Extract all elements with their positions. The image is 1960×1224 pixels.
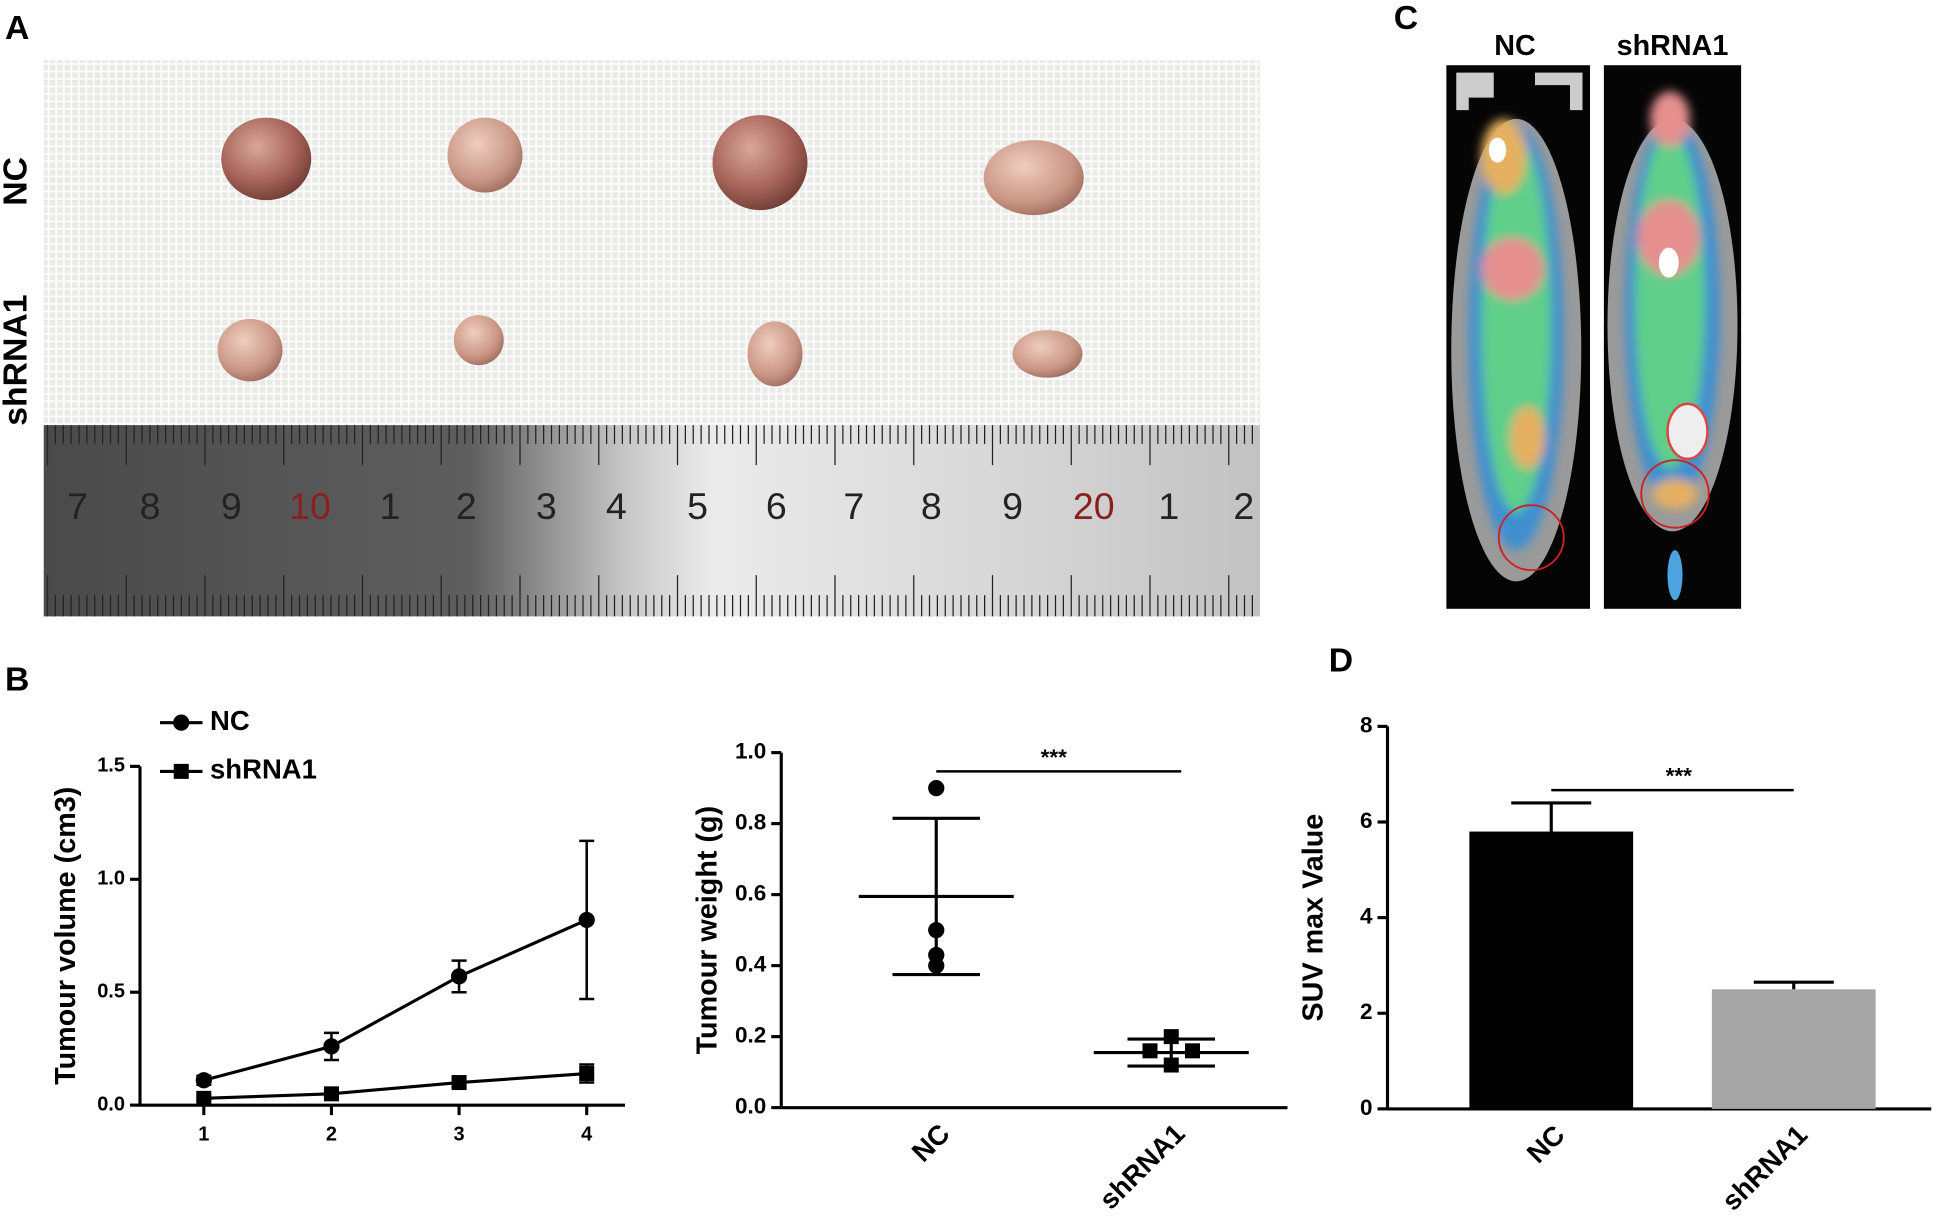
ruler-label: 2 [456,485,477,527]
tumor [983,140,1084,216]
tumor [217,318,283,382]
significance: *** [1041,745,1068,770]
marker [578,911,595,929]
ruler-label: 7 [67,485,88,527]
y-tick-label: 0.8 [735,810,766,835]
x-tick-label: 3 [454,1123,465,1145]
error-bar [1511,801,1592,832]
marker [196,1090,212,1106]
marker [1142,1043,1158,1059]
x-tick-label: shRNA1 [1716,1119,1814,1217]
y-tick-label: 0.4 [735,952,767,977]
row-label: shRNA1 [0,294,34,425]
ruler-label: 3 [536,485,557,527]
marker [579,1066,595,1082]
bar [1711,989,1876,1109]
marker [1163,1029,1179,1045]
y-tick-label: 2 [1360,999,1373,1024]
pet-image [1603,65,1742,609]
ruler-label: 8 [140,485,161,527]
marker [928,780,945,797]
marker [1163,1057,1179,1073]
ruler-ticks [46,425,1254,617]
ruler-label: 6 [766,485,787,527]
panel-label: D [1329,642,1353,680]
marker [323,1086,339,1102]
y-tick-label: 4 [1360,904,1373,929]
legend-label: NC [210,705,250,736]
y-axis-title: SUV max Value [1298,814,1330,1022]
tumor [453,315,504,366]
y-tick-label: 0.6 [735,881,766,906]
pet-image [1446,65,1590,609]
marker [1185,1043,1200,1059]
y-tick-label: 6 [1360,808,1373,833]
panel-label: C [1394,0,1418,37]
error-bar [1753,980,1834,990]
ruler-label: 1 [1158,485,1179,527]
y-tick-label: 8 [1360,712,1373,737]
marker [323,1038,340,1055]
legend-label: shRNA1 [210,754,317,785]
panel-label: A [5,9,29,47]
legend-marker [173,763,189,779]
marker [450,968,468,985]
ruler-label: 2 [1233,485,1254,527]
tumor [447,117,523,193]
ruler-label: 1 [380,485,401,527]
y-axis-title: Tumour volume (cm3) [50,787,82,1085]
ruler-label: 8 [921,485,942,527]
series-line [203,918,588,1082]
x-tick-label: 2 [326,1123,337,1145]
significance: *** [1666,764,1693,789]
x-tick-label: 4 [581,1123,593,1145]
x-tick-label: 1 [198,1123,209,1145]
tumor [712,115,808,211]
pet-label: NC [1494,30,1536,62]
y-tick-label: 0.5 [97,980,125,1002]
pet-label: shRNA1 [1617,30,1729,62]
tumor [747,321,803,387]
ruler-label: 9 [221,485,242,527]
ruler-label: 5 [687,485,708,527]
ruler-label: 20 [1073,485,1115,527]
ruler-label: 4 [606,485,627,527]
panel-label: B [5,660,29,698]
y-tick-label: 0.2 [735,1023,766,1048]
y-tick-label: 1.0 [97,868,125,890]
x-tick-label: shRNA1 [1093,1118,1191,1216]
marker [928,957,945,974]
tumor [1012,330,1083,378]
bar [1469,831,1634,1109]
ruler [43,425,1260,617]
y-tick-label: 0.0 [735,1094,766,1119]
y-tick-label: 1.5 [97,755,125,777]
marker [451,1075,467,1091]
series-line [203,1071,587,1100]
ruler-label: 10 [289,485,331,527]
y-axis-title: Tumour weight (g) [691,806,723,1055]
marker [928,922,945,939]
x-tick-label: NC [1521,1119,1571,1169]
row-label: NC [0,157,34,206]
x-tick-label: NC [906,1117,956,1167]
tumor [221,117,312,201]
ruler-label: 7 [843,485,864,527]
legend-marker [173,714,190,731]
ruler-label: 9 [1002,485,1023,527]
y-tick-label: 1.0 [735,739,766,764]
photo [43,60,1260,617]
marker [195,1072,212,1089]
y-tick-label: 0.0 [97,1093,125,1115]
y-tick-label: 0 [1360,1095,1373,1120]
